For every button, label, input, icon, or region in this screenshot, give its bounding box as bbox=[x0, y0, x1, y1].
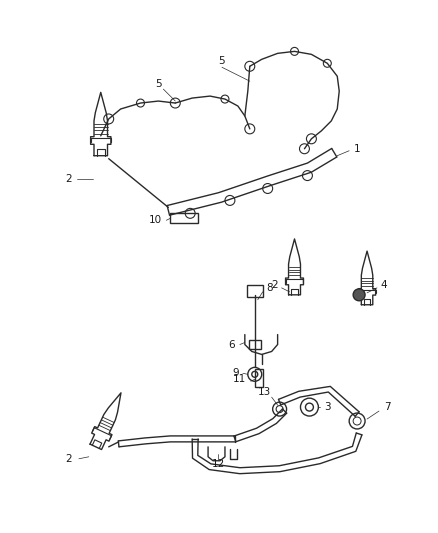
Text: 2: 2 bbox=[66, 174, 72, 183]
Text: 12: 12 bbox=[212, 459, 225, 469]
Text: 7: 7 bbox=[384, 402, 390, 412]
Text: 8: 8 bbox=[266, 283, 273, 293]
Text: 2: 2 bbox=[66, 454, 72, 464]
Text: 3: 3 bbox=[324, 402, 331, 412]
Text: 6: 6 bbox=[229, 340, 235, 350]
Bar bbox=[247, 285, 263, 297]
Bar bbox=[255, 369, 263, 387]
Bar bbox=[170, 213, 198, 223]
Circle shape bbox=[353, 289, 365, 301]
Text: 1: 1 bbox=[354, 144, 360, 154]
Text: 5: 5 bbox=[219, 56, 225, 66]
Text: 5: 5 bbox=[155, 79, 162, 89]
Bar bbox=[249, 340, 261, 350]
Text: 10: 10 bbox=[149, 215, 162, 225]
Text: 4: 4 bbox=[381, 280, 387, 290]
Text: 11: 11 bbox=[233, 374, 247, 384]
Text: 13: 13 bbox=[258, 387, 271, 397]
Text: 2: 2 bbox=[271, 280, 278, 290]
Text: 9: 9 bbox=[233, 368, 239, 378]
